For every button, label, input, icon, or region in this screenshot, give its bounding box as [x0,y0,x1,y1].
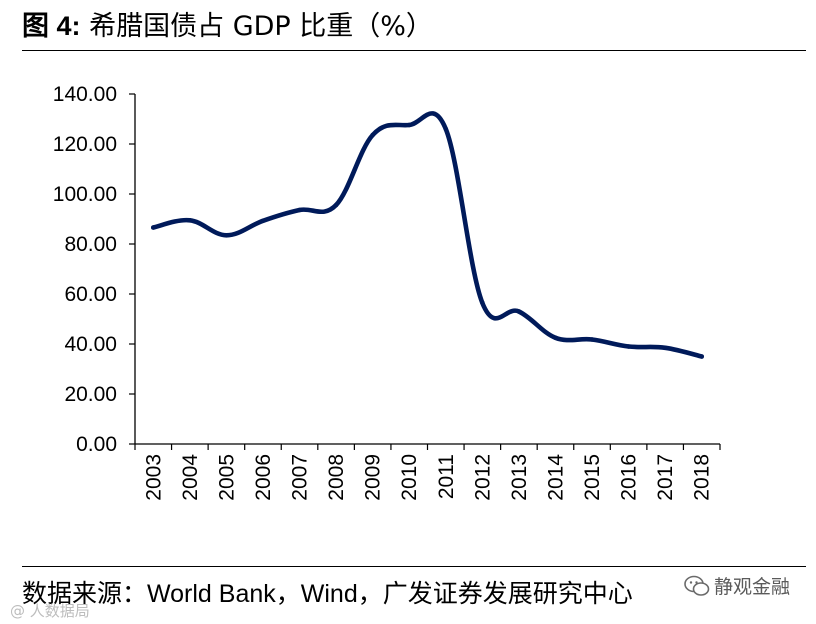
title-text: 希腊国债占 GDP 比重（%） [89,11,433,42]
y-tick-label: 120.00 [53,133,117,156]
data-point-2006 [260,218,266,224]
y-tick-label: 80.00 [64,233,117,256]
x-tick-label: 2010 [398,454,421,501]
x-axis-ticks: 2003 2004 2005 2006 2007 2008 2009 2010 2011 2012… [134,444,721,501]
data-point-2014 [553,335,558,341]
x-tick-label: 2005 [215,454,238,501]
data-point-2012 [480,300,485,306]
x-tick-label: 2004 [179,454,202,501]
figure-label: 图 4: [22,11,81,41]
y-tick-label: 0.00 [76,433,117,456]
watermark-text: 静观金融 [714,576,791,598]
data-point-2013 [516,309,522,314]
y-tick-label: 100.00 [53,183,117,206]
x-tick-label: 2008 [325,454,348,501]
x-tick-label: 2006 [252,454,275,501]
data-point-2009 [370,132,375,138]
data-point-2017 [662,345,668,351]
x-tick-label: 2009 [362,454,385,501]
data-point-2018 [699,354,705,359]
y-tick-label: 40.00 [64,333,117,356]
x-tick-label: 2016 [618,454,641,501]
x-tick-label: 2013 [508,454,531,501]
chart-series [150,111,705,359]
x-tick-label: 2017 [654,454,677,501]
data-point-2003 [150,225,156,230]
corner-watermark: @ 人数据局 [10,602,90,620]
y-tick-label: 60.00 [64,283,117,306]
x-tick-label: 2007 [289,454,312,501]
data-point-2011 [443,126,449,132]
chart-title: 图 4: 希腊国债占 GDP 比重（%） [22,8,433,45]
y-tick-label: 140.00 [53,83,117,106]
top-rule [22,50,806,51]
x-tick-label: 2012 [471,454,494,501]
x-tick-label: 2018 [691,454,714,501]
data-point-2016 [626,344,631,349]
data-point-2007 [297,207,302,213]
chart-axes [134,94,720,445]
bottom-rule [22,566,806,567]
y-tick-label: 20.00 [64,383,117,406]
data-point-2015 [589,337,595,342]
y-axis-ticks: 0.00 20.00 40.00 60.00 80.00 100.00 120.00 140.… [53,83,135,456]
x-tick-label: 2011 [435,454,458,499]
data-source-note: 数据来源：World Bank，Wind，广发证券发展研究中心 [22,580,633,608]
x-tick-label: 2015 [581,454,604,501]
data-point-2005 [224,232,229,238]
x-tick-label: 2003 [142,454,165,501]
series-line-0 [151,111,704,359]
watermark: 静观金融 [684,572,790,599]
wechat-icon [684,575,710,596]
x-tick-label: 2014 [544,454,567,501]
data-point-2010 [406,122,412,128]
data-point-2008 [333,202,339,208]
data-point-2004 [187,217,193,223]
